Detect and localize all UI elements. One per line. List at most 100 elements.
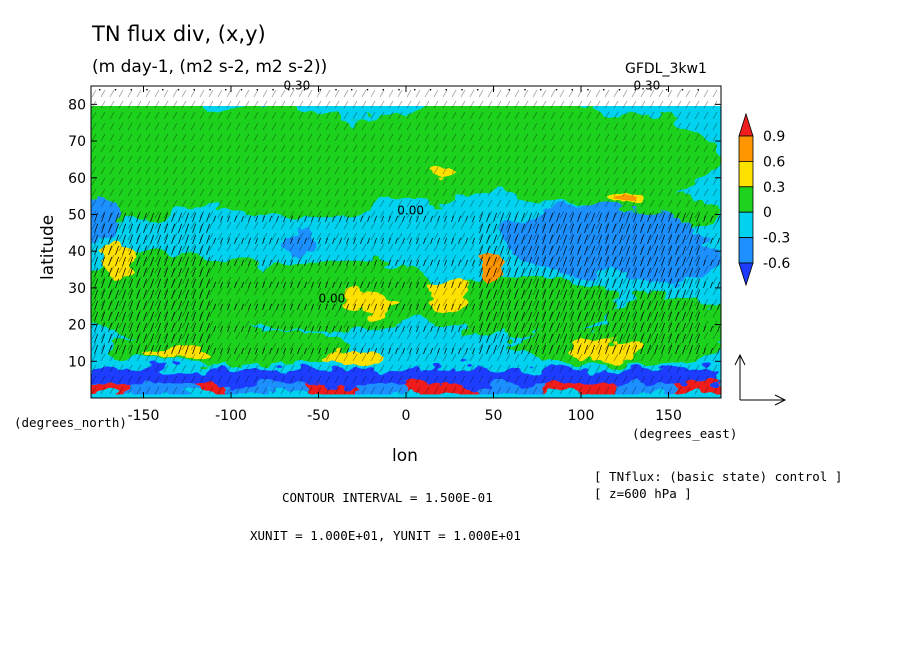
flux-vector (444, 303, 447, 311)
flux-vector (507, 245, 511, 255)
flux-vector (696, 322, 700, 333)
flux-vector (234, 237, 237, 244)
flux-vector (94, 289, 98, 300)
flux-vector (136, 300, 140, 311)
flux-vector (374, 325, 377, 333)
flux-vector (115, 267, 119, 277)
y-ticks: 10 20 30 40 50 60 70 80 (68, 97, 721, 370)
y-tick-label: 60 (68, 171, 86, 187)
flux-vector (143, 322, 147, 333)
vector-dot (146, 88, 148, 91)
flux-vector (444, 325, 447, 333)
flux-vector (465, 325, 468, 333)
flux-vector (374, 259, 377, 266)
flux-vector (115, 333, 119, 344)
flux-vector (255, 325, 258, 333)
flux-vector (528, 267, 532, 277)
flux-vector (94, 311, 98, 322)
flux-vector (108, 267, 112, 277)
flux-vector (157, 256, 161, 266)
flux-vector (647, 300, 651, 311)
flux-vector (269, 347, 272, 355)
flux-vector (521, 212, 525, 222)
flux-vector (157, 212, 161, 222)
flux-vector (122, 289, 126, 300)
flux-vector (542, 234, 546, 244)
flux-vector (178, 245, 182, 255)
flux-vector (143, 256, 147, 266)
flux-vector (500, 278, 504, 288)
flux-vector (563, 333, 567, 344)
flux-vector (605, 267, 609, 277)
flux-vector (619, 256, 623, 266)
flux-vector (108, 223, 112, 233)
flux-vector (185, 300, 189, 311)
flux-vector (591, 212, 595, 222)
flux-vector (500, 333, 504, 344)
flux-vector (696, 212, 700, 222)
flux-vector (682, 234, 686, 244)
flux-vector (486, 333, 490, 344)
vector-dot (445, 88, 448, 91)
vector-dot (697, 88, 700, 91)
flux-vector (297, 325, 300, 333)
flux-vector (570, 267, 574, 277)
flux-vector (136, 311, 140, 322)
flux-vector (143, 223, 147, 233)
flux-vector (150, 256, 154, 266)
flux-vector (367, 347, 370, 355)
flux-vector (416, 303, 419, 311)
flux-vector (430, 259, 433, 266)
flux-vector (472, 347, 475, 355)
flux-vector (402, 215, 405, 222)
flux-vector (493, 223, 497, 233)
flux-vector (332, 259, 335, 266)
flux-vector (150, 212, 154, 222)
flux-vector (584, 256, 588, 266)
flux-vector (626, 300, 630, 311)
flux-vector (220, 347, 223, 355)
flux-vector (521, 311, 525, 322)
flux-vector (276, 259, 279, 266)
flux-vector (101, 245, 105, 255)
flux-vector (318, 215, 321, 222)
flux-vector (563, 234, 567, 244)
flux-vector (234, 259, 237, 266)
flux-vector (654, 311, 658, 322)
flux-vector (647, 256, 651, 266)
flux-vector (612, 223, 616, 233)
flux-vector (220, 303, 223, 311)
flux-vector (262, 303, 265, 311)
vector-dot (681, 88, 684, 91)
flux-vector (444, 347, 447, 355)
flux-vector (178, 267, 182, 277)
flux-vector (710, 259, 713, 266)
flux-vector (689, 311, 693, 322)
flux-vector (213, 237, 216, 244)
flux-vector (717, 237, 720, 244)
flux-vector (164, 212, 168, 222)
flux-vector (612, 333, 616, 344)
flux-vector (640, 311, 644, 322)
flux-vector (521, 289, 525, 300)
flux-vector (157, 344, 161, 355)
flux-vector (234, 325, 237, 333)
flux-vector (703, 303, 706, 311)
flux-vector (591, 234, 595, 244)
flux-vector (577, 256, 581, 266)
flux-vector (500, 234, 504, 244)
flux-vector (185, 212, 189, 222)
flux-vector (367, 259, 370, 266)
flux-vector (185, 234, 189, 244)
flux-vector (367, 281, 370, 288)
flux-vector (633, 322, 637, 333)
flux-vector (423, 215, 426, 222)
x-axis-label: lon (392, 446, 418, 466)
flux-vector (556, 333, 560, 344)
flux-vector (451, 259, 454, 266)
flux-vector (192, 333, 196, 344)
flux-vector (150, 311, 154, 322)
flux-vector (584, 333, 588, 344)
flux-vector (570, 344, 574, 355)
flux-vector (465, 347, 468, 355)
